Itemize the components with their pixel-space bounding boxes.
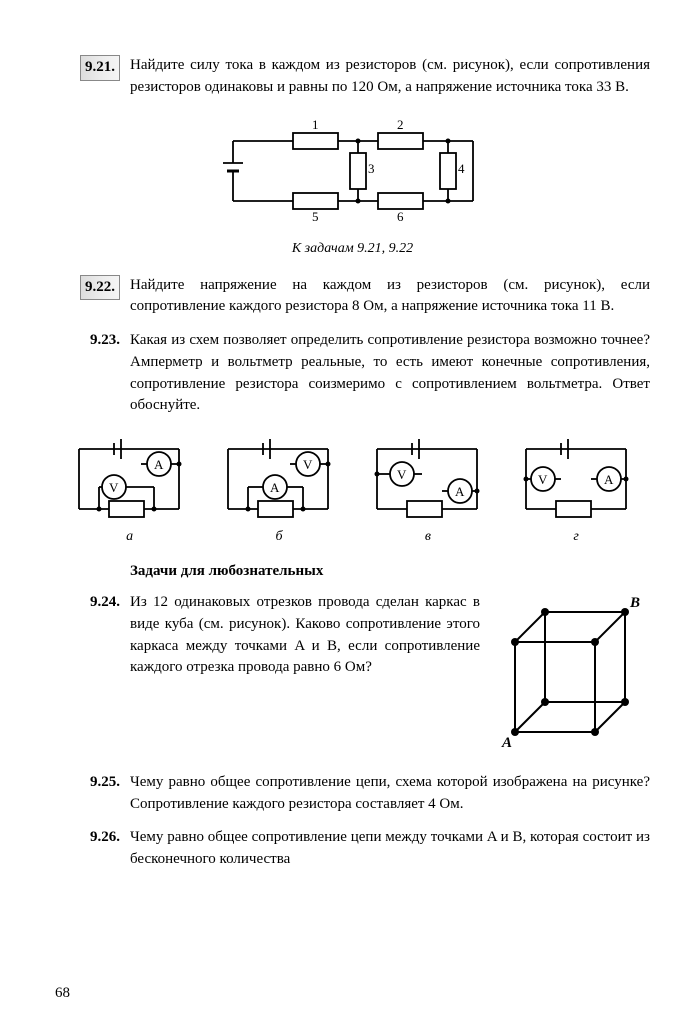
svg-text:1: 1	[312, 117, 319, 132]
svg-text:A: A	[154, 457, 164, 472]
problem-number: 9.26.	[55, 827, 130, 871]
svg-text:A: A	[501, 735, 512, 751]
svg-text:V: V	[109, 480, 119, 495]
problem-number: 9.25.	[55, 772, 130, 816]
page-number: 68	[55, 985, 70, 1002]
problem-number: 9.24.	[55, 592, 130, 760]
figure-resistor-network: 1 2 3 4 5 6 К задачам 9.21, 9.22	[55, 111, 650, 257]
figure-labels: а б в г	[55, 529, 650, 545]
svg-text:5: 5	[312, 209, 319, 224]
svg-text:A: A	[270, 480, 280, 495]
section-title: Задачи для любознательных	[130, 563, 650, 580]
svg-text:V: V	[303, 457, 313, 472]
problem-9-21: 9.21. Найдите силу тока в каждом из рези…	[55, 55, 650, 99]
problem-9-24: 9.24. Из 12 одинаковых отрезков провода …	[55, 592, 650, 760]
svg-text:4: 4	[458, 161, 465, 176]
problem-9-23: 9.23. Какая из схем позволяет определить…	[55, 330, 650, 417]
svg-text:B: B	[629, 595, 640, 611]
problem-text: Чему равно общее сопротивление цепи, схе…	[130, 772, 650, 816]
problem-number: 9.23.	[55, 330, 130, 417]
problem-9-26: 9.26. Чему равно общее сопротивление цеп…	[55, 827, 650, 871]
svg-text:V: V	[397, 467, 407, 482]
svg-text:3: 3	[368, 161, 375, 176]
problem-text: Чему равно общее сопротивление цепи межд…	[130, 827, 650, 871]
problem-9-25: 9.25. Чему равно общее сопротивление цеп…	[55, 772, 650, 816]
figure-cube: A B	[490, 592, 650, 760]
svg-text:A: A	[604, 472, 614, 487]
problem-number: 9.22.	[55, 275, 130, 319]
problem-text: Найдите напряжение на каждом из резистор…	[130, 275, 650, 319]
figure-caption: К задачам 9.21, 9.22	[55, 241, 650, 257]
problem-number: 9.21.	[55, 55, 130, 99]
svg-text:6: 6	[397, 209, 404, 224]
svg-text:2: 2	[397, 117, 404, 132]
problem-text: Какая из схем позволяет определить сопро…	[130, 330, 650, 417]
figure-four-circuits: A V	[55, 429, 650, 545]
problem-text: Найдите силу тока в каждом из резисторов…	[130, 55, 650, 99]
problem-9-22: 9.22. Найдите напряжение на каждом из ре…	[55, 275, 650, 319]
svg-text:A: A	[455, 484, 465, 499]
problem-text: Из 12 одинаковых отрезков провода сделан…	[130, 592, 490, 679]
svg-text:V: V	[538, 472, 548, 487]
